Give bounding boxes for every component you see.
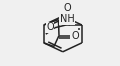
Text: O: O (71, 31, 79, 41)
Text: NH: NH (60, 14, 74, 24)
Text: O: O (63, 3, 71, 13)
Text: O: O (46, 22, 54, 32)
